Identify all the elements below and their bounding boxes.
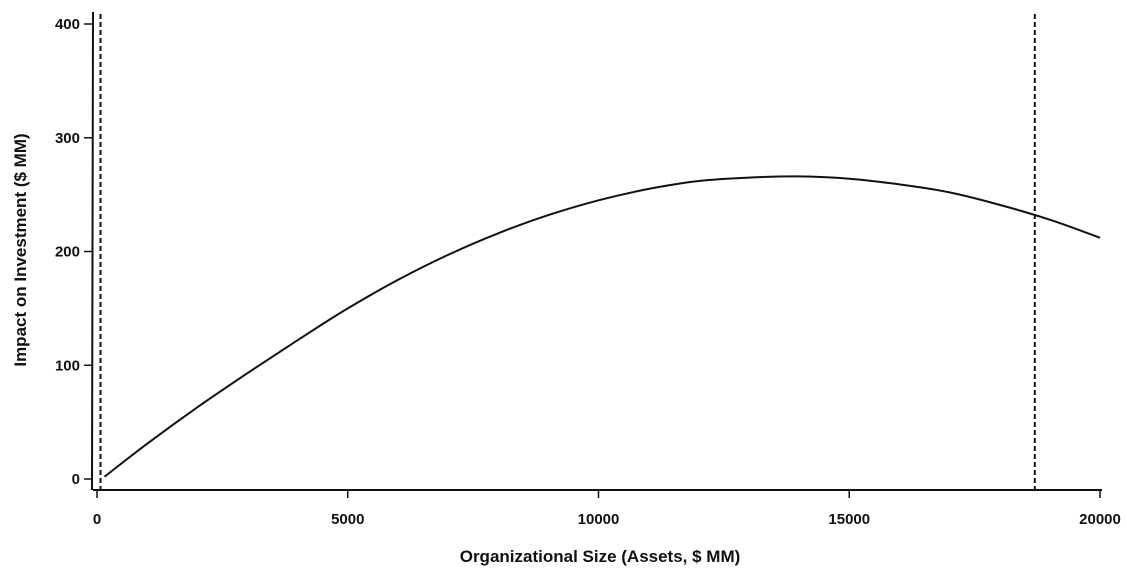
x-tick-label-10000: 10000	[578, 511, 620, 528]
y-tick-label-300: 300	[55, 130, 80, 147]
x-tick-label-15000: 15000	[828, 511, 870, 528]
x-tick-label-0: 0	[93, 511, 101, 528]
y-tick-label-100: 100	[55, 357, 80, 374]
x-axis-title: Organizational Size (Assets, $ MM)	[460, 547, 741, 566]
x-tick-label-5000: 5000	[331, 511, 364, 528]
reference-lines	[99, 14, 1036, 490]
y-tick-label-0: 0	[72, 471, 80, 488]
y-axis-title: Impact on Investment ($ MM)	[11, 133, 30, 366]
y-tick-labels: 0 100 200 300 400	[55, 16, 80, 488]
y-axis-line	[91, 11, 94, 491]
y-tick-label-200: 200	[55, 244, 80, 261]
series-line-1	[103, 175, 1101, 478]
x-tick-label-20000: 20000	[1079, 511, 1121, 528]
series-layer	[103, 175, 1101, 478]
y-tick-label-400: 400	[55, 16, 80, 33]
axes	[91, 11, 1102, 491]
x-tick-labels: 0 5000 10000 15000 20000	[93, 511, 1121, 528]
tick-marks	[84, 23, 1101, 498]
